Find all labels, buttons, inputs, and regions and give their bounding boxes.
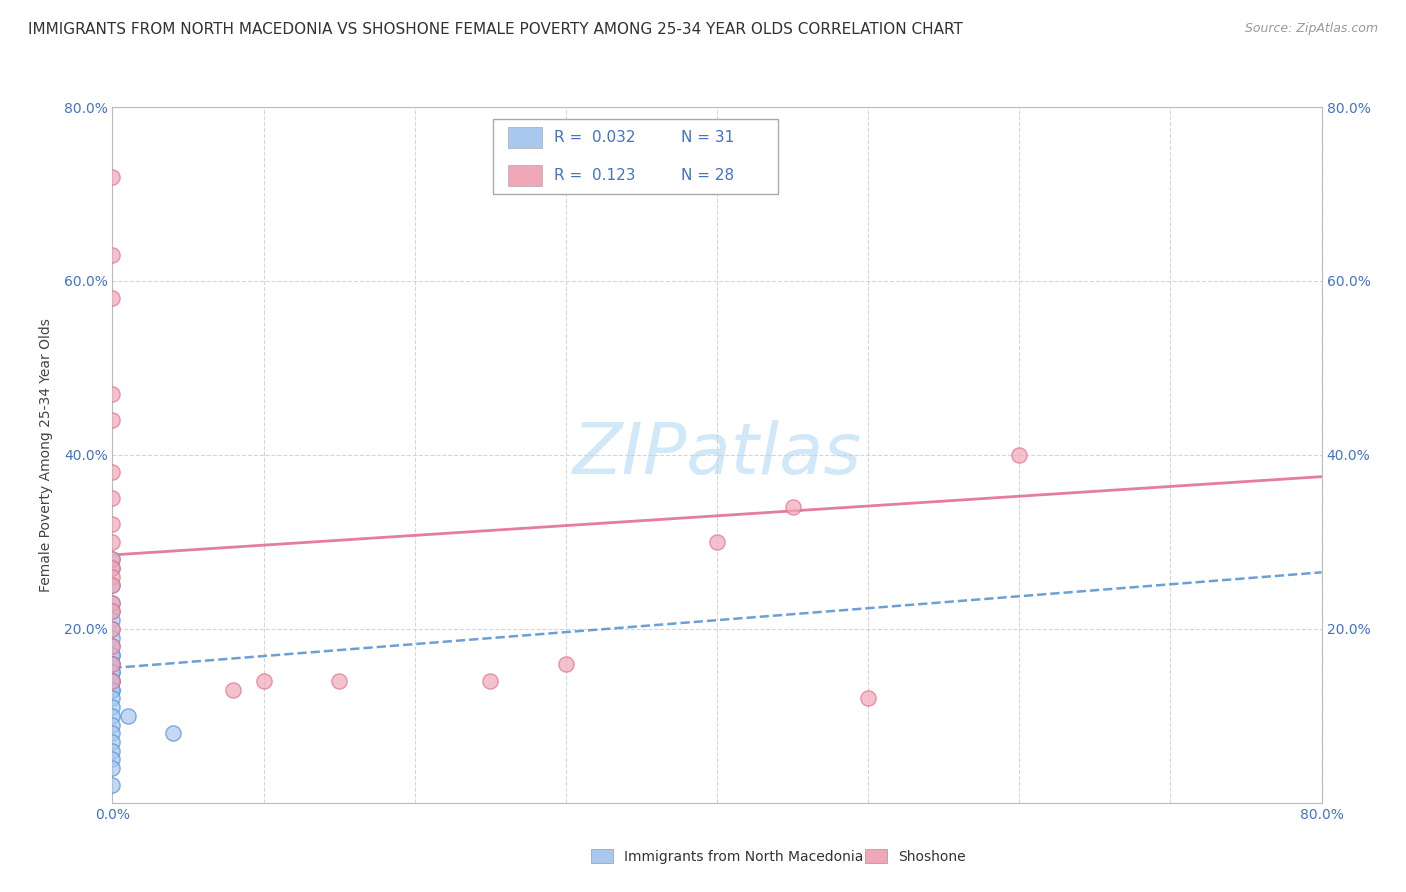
Point xyxy=(117,708,139,723)
Point xyxy=(101,639,124,653)
Point xyxy=(101,578,124,592)
Text: ZIPatlas: ZIPatlas xyxy=(572,420,862,490)
Point xyxy=(1008,448,1031,462)
Point xyxy=(706,534,728,549)
Point xyxy=(101,700,124,714)
Point xyxy=(101,491,124,506)
Text: R =  0.032: R = 0.032 xyxy=(554,130,636,145)
Text: Immigrants from North Macedonia: Immigrants from North Macedonia xyxy=(624,850,863,863)
Point xyxy=(782,500,804,514)
Point xyxy=(253,674,276,689)
Point xyxy=(101,413,124,427)
Point xyxy=(101,552,124,566)
Point xyxy=(101,735,124,749)
Point xyxy=(101,674,124,689)
Point xyxy=(101,648,124,662)
Point xyxy=(101,665,124,680)
Point xyxy=(101,291,124,305)
Point xyxy=(101,561,124,575)
Point xyxy=(101,691,124,706)
Point xyxy=(101,778,124,792)
Point xyxy=(101,665,124,680)
Text: N = 31: N = 31 xyxy=(681,130,734,145)
Point xyxy=(101,631,124,645)
Point xyxy=(101,387,124,401)
Point xyxy=(101,534,124,549)
Point xyxy=(101,596,124,610)
FancyBboxPatch shape xyxy=(494,119,778,194)
Point xyxy=(101,674,124,689)
Point xyxy=(101,726,124,740)
FancyBboxPatch shape xyxy=(508,165,541,186)
Text: N = 28: N = 28 xyxy=(681,168,734,183)
Y-axis label: Female Poverty Among 25-34 Year Olds: Female Poverty Among 25-34 Year Olds xyxy=(38,318,52,592)
Point xyxy=(101,552,124,566)
Point xyxy=(101,682,124,697)
Point xyxy=(101,648,124,662)
Point xyxy=(101,708,124,723)
Point xyxy=(222,682,245,697)
Point xyxy=(101,605,124,619)
Point xyxy=(101,596,124,610)
Point xyxy=(856,691,880,706)
Point xyxy=(101,169,124,184)
Point xyxy=(101,657,124,671)
Point xyxy=(101,752,124,766)
Point xyxy=(101,570,124,584)
Point xyxy=(101,744,124,758)
Point xyxy=(162,726,184,740)
Point xyxy=(101,622,124,636)
Point xyxy=(101,657,124,671)
Point xyxy=(101,682,124,697)
Point xyxy=(101,248,124,262)
Point xyxy=(101,657,124,671)
Point xyxy=(101,613,124,627)
Point xyxy=(101,517,124,532)
Point xyxy=(101,622,124,636)
Text: Source: ZipAtlas.com: Source: ZipAtlas.com xyxy=(1244,22,1378,36)
Point xyxy=(101,639,124,653)
Point xyxy=(554,657,576,671)
Point xyxy=(101,578,124,592)
Point xyxy=(101,761,124,775)
Point xyxy=(101,561,124,575)
Point xyxy=(101,605,124,619)
Point xyxy=(101,717,124,731)
Point xyxy=(479,674,502,689)
Text: R =  0.123: R = 0.123 xyxy=(554,168,636,183)
Point xyxy=(101,674,124,689)
Point xyxy=(101,466,124,480)
Point xyxy=(328,674,350,689)
Text: Shoshone: Shoshone xyxy=(898,850,966,863)
FancyBboxPatch shape xyxy=(508,128,541,148)
Text: IMMIGRANTS FROM NORTH MACEDONIA VS SHOSHONE FEMALE POVERTY AMONG 25-34 YEAR OLDS: IMMIGRANTS FROM NORTH MACEDONIA VS SHOSH… xyxy=(28,22,963,37)
